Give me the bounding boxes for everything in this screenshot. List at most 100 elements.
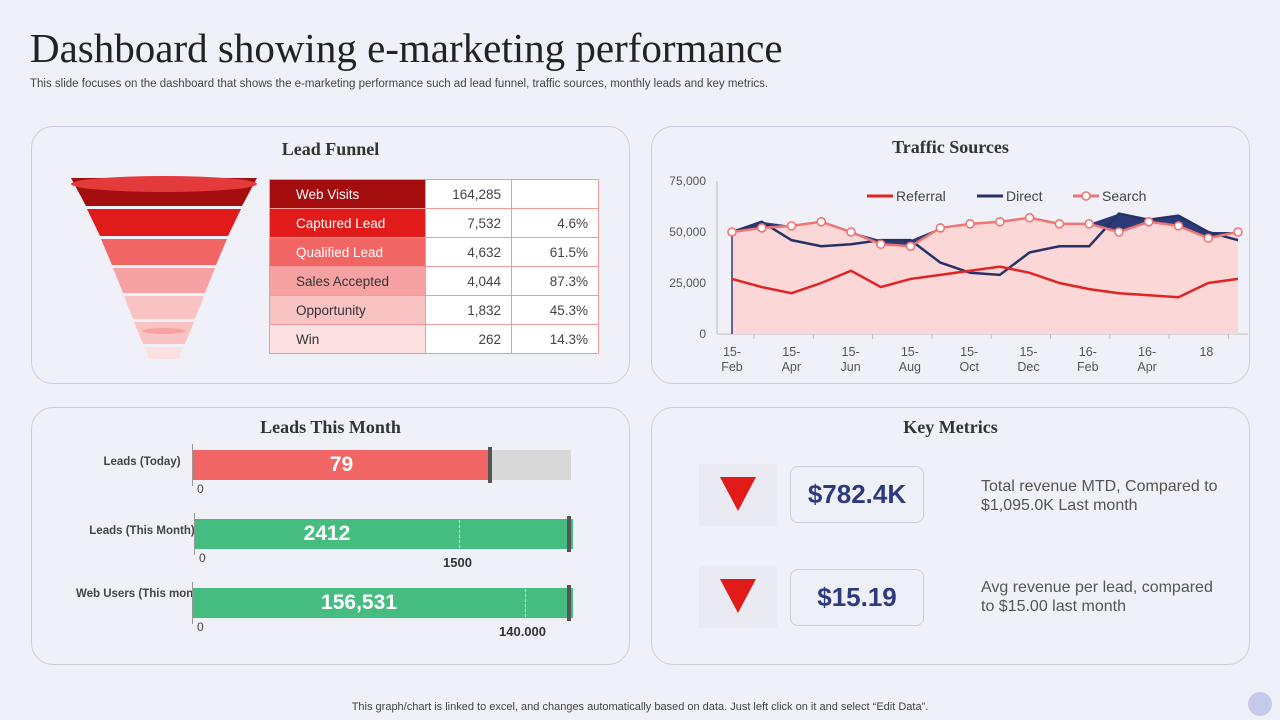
x-tick-label-line1: 16-	[1079, 345, 1097, 359]
search-point	[1114, 227, 1124, 237]
funnel-graphic	[71, 176, 257, 359]
leads-bar-zero: 0	[197, 482, 204, 496]
table-row: Opportunity 1,832 45.3%	[269, 295, 599, 325]
series-line-direct	[731, 212, 1239, 277]
leads-bar-marker	[567, 516, 571, 552]
search-point	[876, 239, 886, 250]
legend-marker	[1081, 191, 1091, 201]
x-tick-label-line2: Dec	[1017, 360, 1039, 374]
traffic-sources-chart: 75,00050,00025,000015-Feb15-Apr15-Jun15-…	[669, 174, 1248, 374]
y-tick-label: 25,000	[669, 276, 706, 290]
series-line-referral	[731, 265, 1239, 299]
funnel-layer	[113, 268, 215, 293]
leads-this-month-panel: Leads This Month Leads (Today) 79 0 Leads (…	[31, 407, 630, 665]
search-point	[1054, 219, 1065, 229]
x-tick-label-line1: 15-	[842, 345, 860, 359]
table-row: Sales Accepted 4,044 87.3%	[269, 266, 599, 296]
funnel-stage-value: 1,832	[425, 295, 512, 325]
x-tick-label-line1: 18	[1199, 345, 1213, 359]
leads-bar-fill	[193, 588, 573, 618]
funnel-stage-label: Win	[269, 324, 426, 354]
funnel-stage-value: 164,285	[425, 179, 512, 209]
down-arrow-icon	[720, 477, 756, 511]
funnel-layer	[145, 347, 183, 359]
leads-bar-fill	[195, 519, 573, 549]
x-tick-label-line2: Apr	[782, 360, 801, 374]
legend-label: Referral	[896, 188, 946, 204]
down-arrow-icon	[720, 579, 756, 613]
search-point	[727, 227, 737, 237]
leads-target-dash	[459, 520, 460, 548]
leads-bar-axis	[192, 582, 193, 624]
y-tick-label: 0	[699, 327, 706, 341]
lead-funnel-panel: Lead Funnel Web Visits 164,285 Captured Le…	[31, 126, 630, 384]
funnel-layer	[87, 209, 241, 236]
leads-bar-axis	[192, 444, 193, 486]
leads-bar-label: Leads (Today)	[103, 456, 181, 468]
table-row: Win 262 14.3%	[269, 324, 599, 354]
search-point	[965, 219, 975, 229]
search-point	[1024, 212, 1035, 223]
funnel-stage-label: Captured Lead	[269, 208, 426, 238]
page-subtitle: This slide focuses on the dashboard that…	[30, 78, 769, 90]
leads-this-month-title: Leads This Month	[260, 417, 401, 437]
legend-label: Search	[1102, 188, 1146, 204]
funnel-ring	[142, 328, 186, 334]
search-point	[756, 223, 767, 233]
search-point	[905, 241, 916, 252]
lead-funnel-title: Lead Funnel	[281, 139, 380, 159]
search-point	[935, 223, 946, 233]
decorative-dot	[1248, 692, 1272, 716]
leads-bar-zero: 0	[197, 620, 204, 634]
table-row: Captured Lead 7,532 4.6%	[269, 208, 599, 238]
page-title: Dashboard showing e-marketing performanc…	[30, 25, 783, 71]
x-tick-label-line1: 15-	[901, 345, 919, 359]
funnel-stage-label: Qualified Lead	[269, 237, 426, 267]
x-tick-label-line1: 16-	[1138, 345, 1156, 359]
leads-bar-zero: 0	[199, 551, 206, 565]
funnel-stage-percent: 61.5%	[511, 237, 599, 267]
x-tick-label-line1: 15-	[723, 345, 741, 359]
leads-bar-marker	[488, 447, 492, 483]
leads-bar-label: Leads (This Month)	[89, 525, 195, 537]
funnel-stage-value: 7,532	[425, 208, 512, 238]
funnel-stage-percent: 87.3%	[511, 266, 599, 296]
leads-bar-label: Web Users (This month)	[75, 588, 209, 600]
x-tick-label-line2: Jun	[841, 360, 861, 374]
funnel-stage-value: 4,632	[425, 237, 512, 267]
x-tick-label-line1: 15-	[960, 345, 978, 359]
funnel-stage-percent: 4.6%	[511, 208, 599, 238]
x-tick-label-line2: Oct	[959, 360, 979, 374]
search-point	[1233, 227, 1243, 237]
x-tick-label-line2: Feb	[721, 360, 743, 374]
traffic-sources-title: Traffic Sources	[892, 137, 1009, 157]
leads-target-dash	[525, 589, 526, 617]
search-point	[1173, 221, 1184, 231]
funnel-stage-label: Web Visits	[269, 179, 426, 209]
search-point	[846, 227, 856, 237]
table-row: Web Visits 164,285	[269, 179, 599, 209]
metric-revenue-value: $782.4K	[790, 466, 924, 523]
search-point	[1143, 217, 1154, 227]
leads-bar-value: 2412	[303, 522, 351, 545]
series-line-search	[731, 216, 1239, 248]
search-point	[1084, 219, 1094, 229]
footer-note: This graph/chart is linked to excel, and…	[351, 701, 929, 713]
x-tick-label-line1: 15-	[1019, 345, 1037, 359]
funnel-stage-label: Opportunity	[269, 295, 426, 325]
funnel-top-rim	[71, 176, 257, 192]
metric-revenue-description: Total revenue MTD, Compared to $1,095.0K…	[981, 478, 1218, 514]
metric-avg-arrow-box	[699, 566, 777, 628]
key-metrics-panel: Key Metrics $782.4K Total revenue MTD, C…	[651, 407, 1250, 665]
x-tick-label-line2: Apr	[1137, 360, 1156, 374]
leads-bar-fill	[193, 450, 490, 480]
search-point	[816, 217, 827, 227]
leads-bar-marker	[567, 585, 571, 621]
leads-bar-axis	[194, 513, 195, 555]
x-tick-label-line2: Aug	[899, 360, 921, 374]
funnel-stage-value: 262	[425, 324, 512, 354]
lead-funnel-table: Web Visits 164,285 Captured Lead 7,532 4.6% Q…	[269, 179, 599, 354]
funnel-stage-percent: 14.3%	[511, 324, 599, 354]
x-tick-label-line1: 15-	[782, 345, 800, 359]
funnel-layer	[124, 296, 204, 319]
